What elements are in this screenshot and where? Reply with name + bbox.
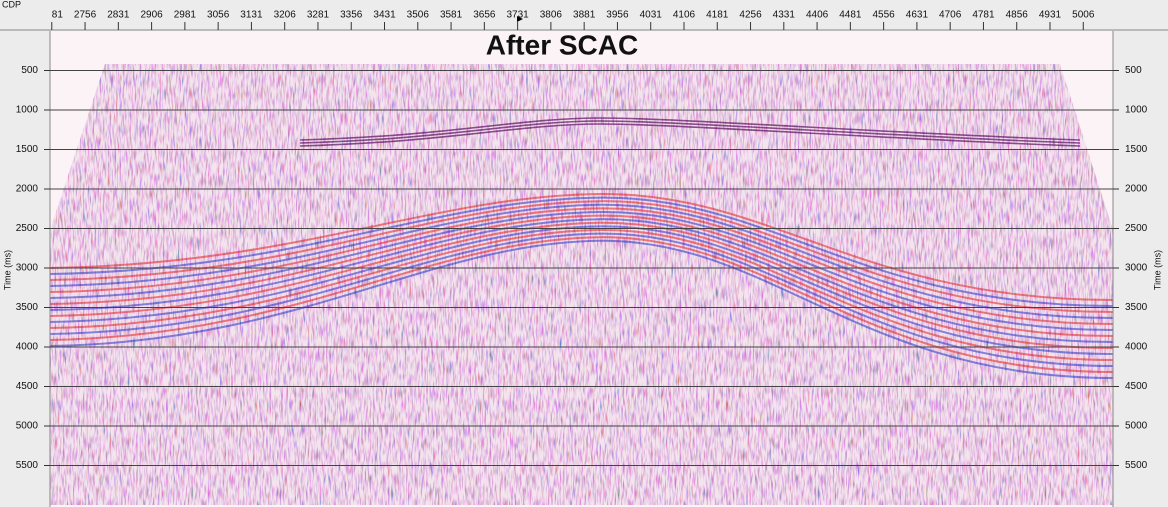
y-tick-label: 5000 [1125,421,1148,432]
x-tick-label: 3956 [606,10,629,21]
reflector [50,236,1113,373]
reflector [50,207,1113,325]
x-tick-label: 4931 [1039,10,1062,21]
y-tick-label: 1500 [1125,144,1148,155]
x-tick-label: 4556 [873,10,896,21]
chart-title: After SCAC [486,29,638,60]
y-tick-label: 5500 [16,460,39,471]
x-tick-label: 4631 [906,10,929,21]
x-tick-label: 4331 [773,10,796,21]
x-tick-label: 3506 [407,10,430,21]
y-tick-label: 1000 [1125,105,1148,116]
y-tick-label: 2500 [1125,223,1148,234]
y-tick-label: 4000 [1125,342,1148,353]
y-axis-label: Time (ms) [1152,250,1162,290]
x-tick-label: 3206 [274,10,297,21]
x-tick-label: 3056 [207,10,230,21]
y-tick-label: 1500 [16,144,39,155]
x-tick-label: 3881 [573,10,596,21]
reflector [50,192,1113,301]
y-tick-label: 3000 [16,263,39,274]
reflector [50,232,1113,367]
x-axis-label: CDP [2,0,21,9]
x-tick-label: 2981 [174,10,197,21]
reflector [50,210,1113,331]
y-tick-label: 2000 [16,184,39,195]
y-axis-label: Time (ms) [2,250,12,290]
x-tick-label: 2831 [107,10,130,21]
x-tick-label: 4706 [939,10,962,21]
x-tick-label: 4856 [1006,10,1029,21]
x-tick-label: 4781 [972,10,995,21]
x-tick-label: 2756 [74,10,97,21]
reflector [50,221,1113,349]
x-tick-label: 3581 [440,10,463,21]
reflector [50,214,1113,337]
y-tick-label: 500 [1125,65,1142,76]
x-tick-label: 5006 [1072,10,1095,21]
y-tick-label: 5500 [1125,460,1148,471]
x-tick-label: 3356 [340,10,363,21]
reflector [50,218,1113,343]
reflector [299,120,1081,144]
x-tick-label: 4406 [806,10,829,21]
x-tick-label: 4481 [839,10,862,21]
x-tick-label: 4106 [673,10,696,21]
y-tick-label: 5000 [16,421,39,432]
reflector [50,228,1113,361]
x-tick-label: 3431 [373,10,396,21]
reflector [50,225,1113,355]
reflector [50,239,1113,379]
x-tick-label: 3131 [240,10,263,21]
y-tick-label: 1000 [16,105,39,116]
x-tick-label: 3281 [307,10,330,21]
y-tick-label: 2500 [16,223,39,234]
y-tick-label: 500 [21,65,38,76]
reflector [50,196,1113,307]
reflector [299,123,1081,147]
reflector [50,200,1113,313]
x-tick-label: 2906 [140,10,163,21]
x-tick-label: 3731 [506,10,529,21]
y-tick-label: 4500 [16,381,39,392]
x-tick-label: 4181 [706,10,729,21]
x-tick-label: 4256 [739,10,762,21]
x-tick-label: 3656 [473,10,496,21]
reflector [50,203,1113,319]
x-tick-label: 3806 [540,10,563,21]
x-tick-label: 81 [52,10,64,21]
x-tick-label: 4031 [640,10,663,21]
y-tick-label: 2000 [1125,184,1148,195]
y-tick-label: 3500 [1125,302,1148,313]
cursor-marker [517,16,523,22]
reflector [299,117,1081,141]
y-tick-label: 3000 [1125,263,1148,274]
y-tick-label: 4500 [1125,381,1148,392]
y-tick-label: 3500 [16,302,39,313]
seismic-data [50,64,1113,505]
y-tick-label: 4000 [16,342,39,353]
